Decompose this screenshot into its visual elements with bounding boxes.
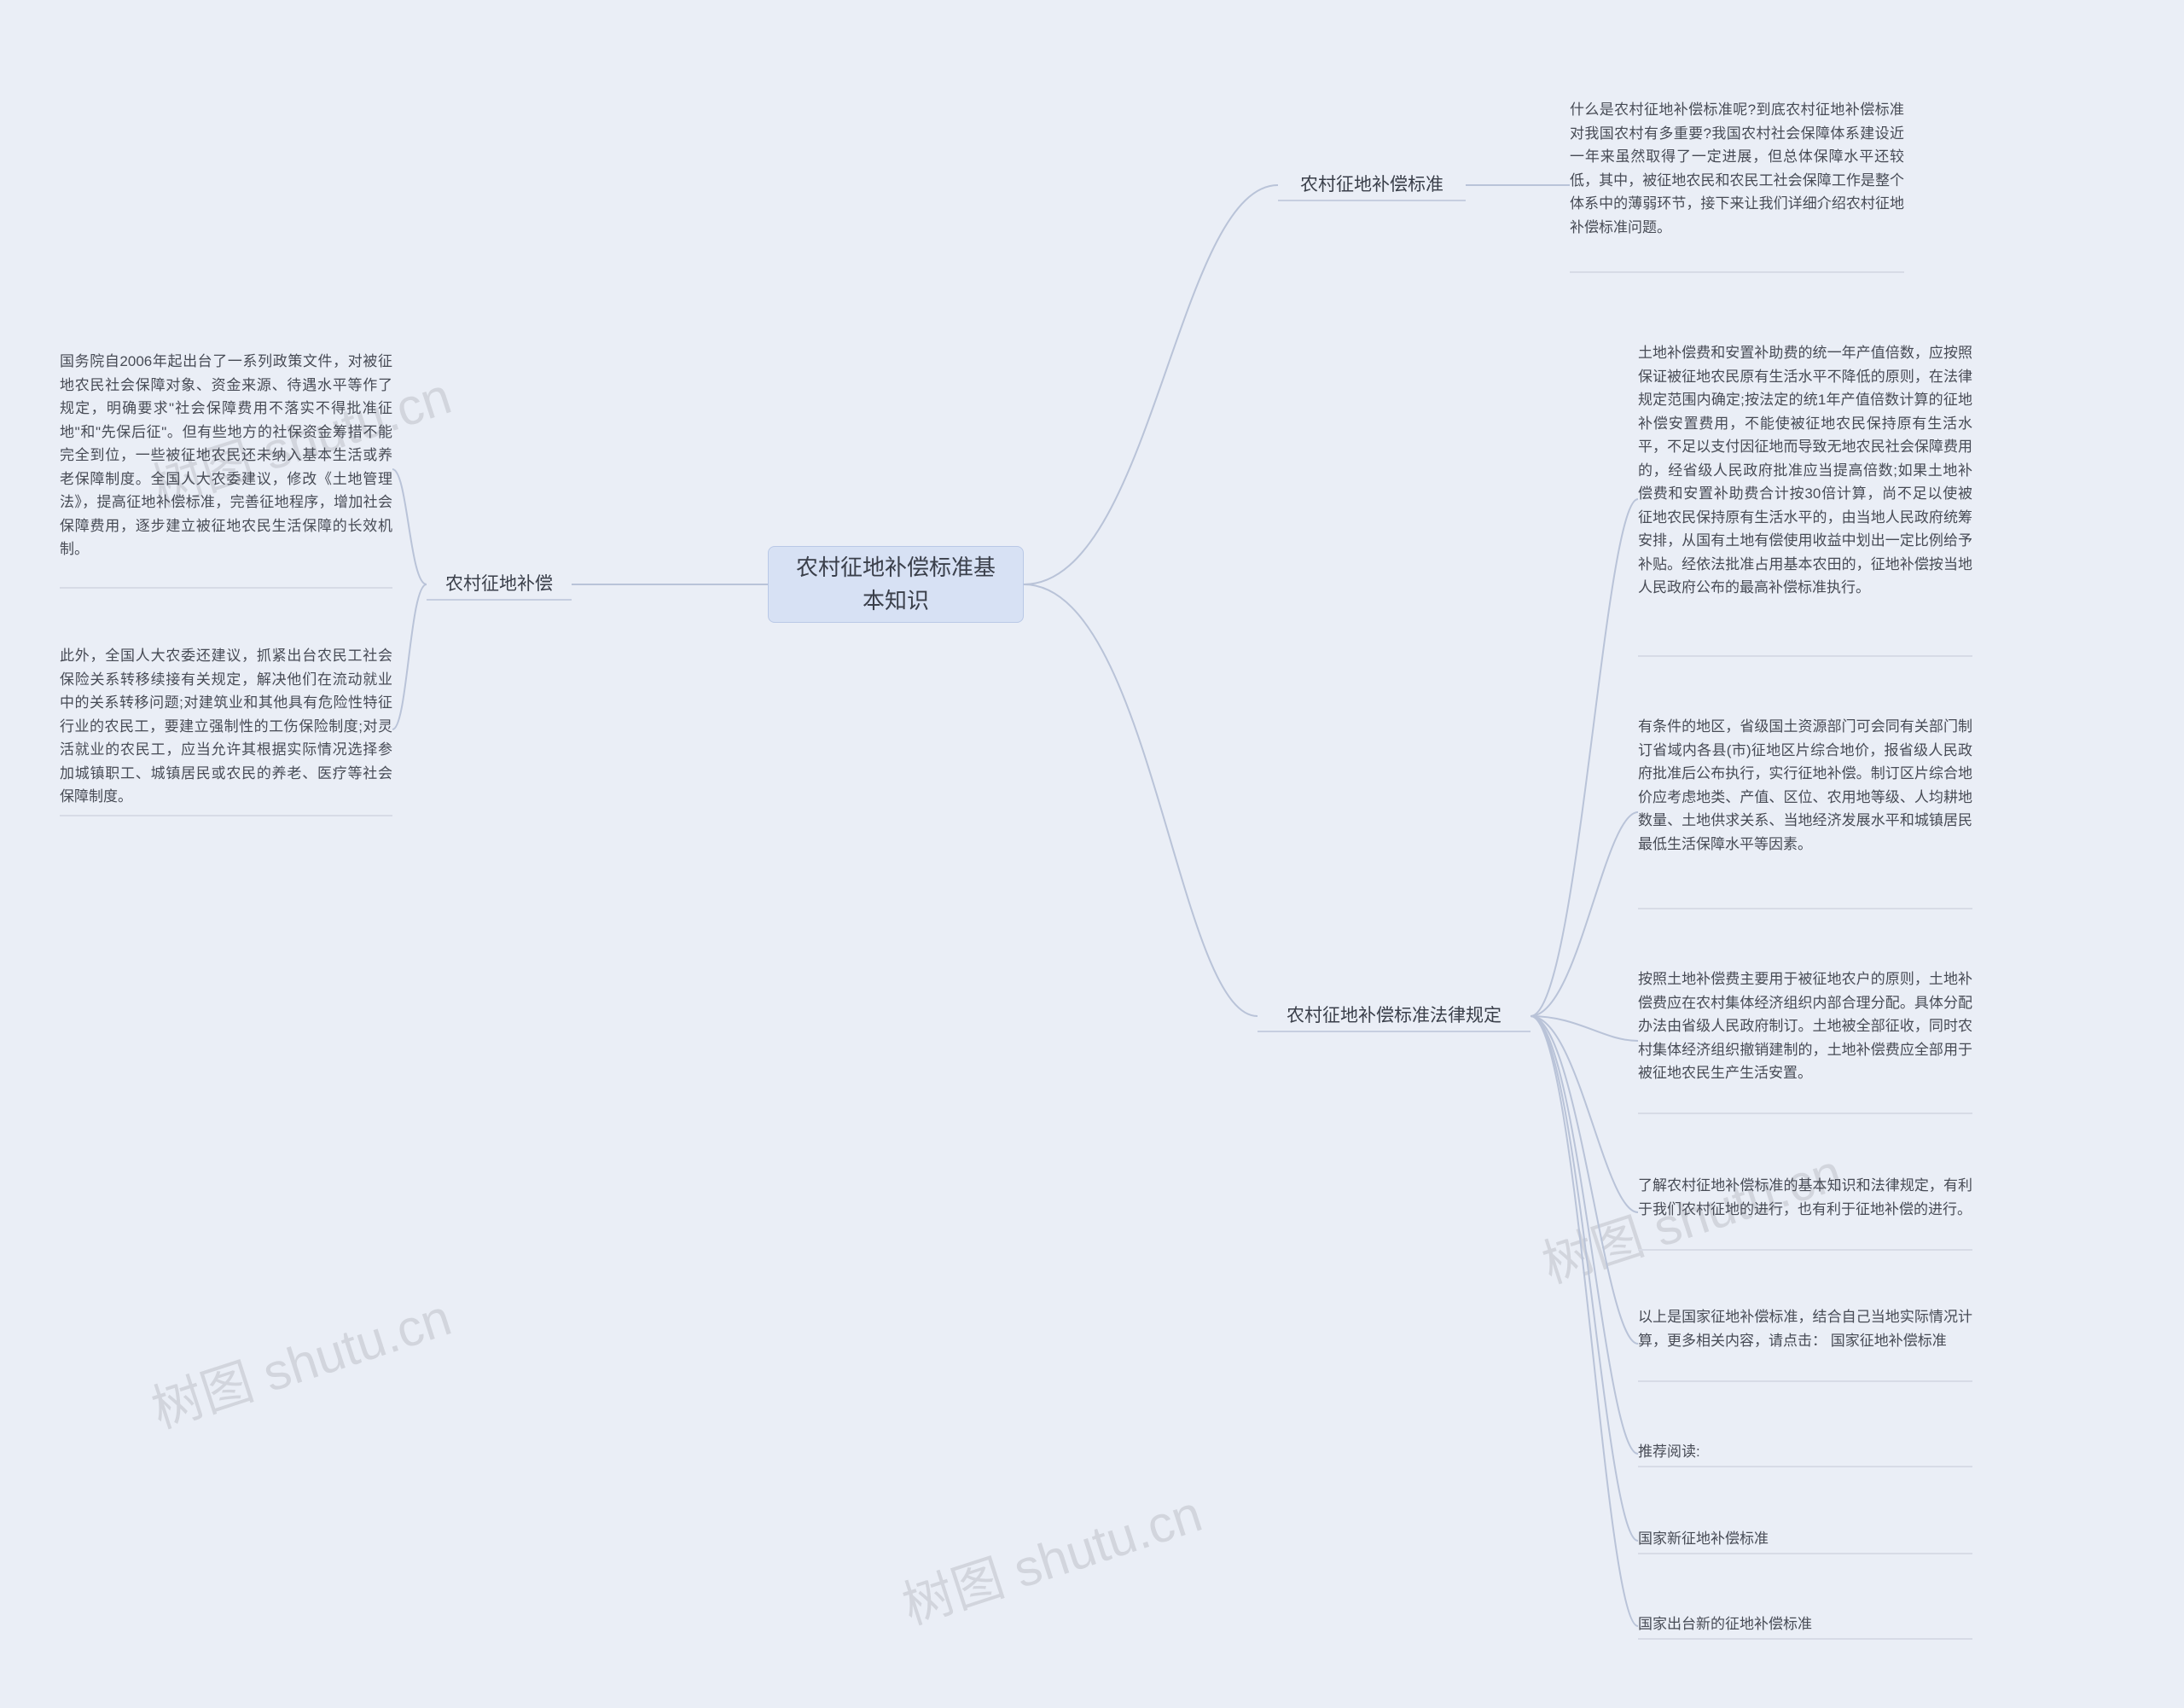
root-node[interactable]: 农村征地补偿标准基本知识 [768, 546, 1024, 623]
leaf-text: 国家新征地补偿标准 [1638, 1527, 1972, 1551]
branch-label: 农村征地补偿标准法律规定 [1287, 1003, 1502, 1028]
leaf-underline [1638, 1113, 1972, 1114]
branch-underline [1258, 1031, 1531, 1032]
leaf-text: 国务院自2006年起出台了一系列政策文件，对被征地农民社会保障对象、资金来源、待… [60, 350, 392, 561]
branch-left-compensation[interactable]: 农村征地补偿 [427, 570, 572, 599]
leaf-underline [1638, 908, 1972, 909]
leaf-underline [1638, 1466, 1972, 1467]
leaf-text: 土地补偿费和安置补助费的统一年产值倍数，应按照保证被征地农民原有生活水平不降低的… [1638, 341, 1972, 600]
leaf-underline [1638, 655, 1972, 657]
leaf-underline [1638, 1380, 1972, 1382]
leaf-text: 了解农村征地补偿标准的基本知识和法律规定，有利于我们农村征地的进行，也有利于征地… [1638, 1174, 1972, 1221]
branch-right-standard[interactable]: 农村征地补偿标准 [1278, 171, 1466, 200]
leaf-underline [1638, 1553, 1972, 1554]
leaf-underline [1570, 271, 1904, 273]
leaf-text: 什么是农村征地补偿标准呢?到底农村征地补偿标准对我国农村有多重要?我国农村社会保… [1570, 98, 1904, 239]
leaf-text: 推荐阅读: [1638, 1440, 1972, 1464]
leaf-underline [60, 815, 392, 816]
root-label: 农村征地补偿标准基本知识 [793, 551, 998, 618]
leaf-underline [1638, 1638, 1972, 1640]
leaf-text: 国家出台新的征地补偿标准 [1638, 1612, 1972, 1636]
leaf-text: 有条件的地区，省级国土资源部门可会同有关部门制订省域内各县(市)征地区片综合地价… [1638, 715, 1972, 856]
branch-underline [1278, 200, 1466, 201]
leaf-underline [1638, 1249, 1972, 1251]
branch-underline [427, 599, 572, 601]
branch-label: 农村征地补偿标准 [1300, 172, 1443, 197]
leaf-text: 此外，全国人大农委还建议，抓紧出台农民工社会保险关系转移续接有关规定，解决他们在… [60, 644, 392, 809]
leaf-text: 以上是国家征地补偿标准，结合自己当地实际情况计算，更多相关内容，请点击： 国家征… [1638, 1305, 1972, 1352]
leaf-underline [60, 587, 392, 589]
branch-label: 农村征地补偿 [445, 572, 553, 596]
branch-right-legal[interactable]: 农村征地补偿标准法律规定 [1258, 1002, 1531, 1031]
leaf-text: 按照土地补偿费主要用于被征地农户的原则，土地补偿费应在农村集体经济组织内部合理分… [1638, 967, 1972, 1085]
